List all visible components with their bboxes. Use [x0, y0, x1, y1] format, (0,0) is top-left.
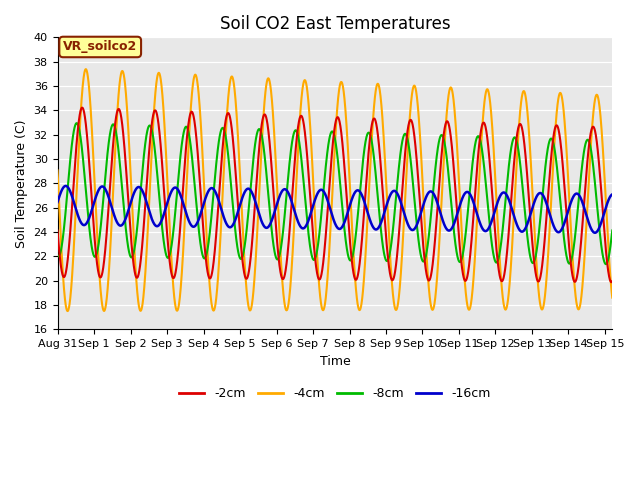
Title: Soil CO2 East Temperatures: Soil CO2 East Temperatures	[220, 15, 450, 33]
Text: VR_soilco2: VR_soilco2	[63, 40, 138, 53]
X-axis label: Time: Time	[319, 355, 350, 368]
Y-axis label: Soil Temperature (C): Soil Temperature (C)	[15, 119, 28, 248]
Legend: -2cm, -4cm, -8cm, -16cm: -2cm, -4cm, -8cm, -16cm	[174, 382, 495, 405]
